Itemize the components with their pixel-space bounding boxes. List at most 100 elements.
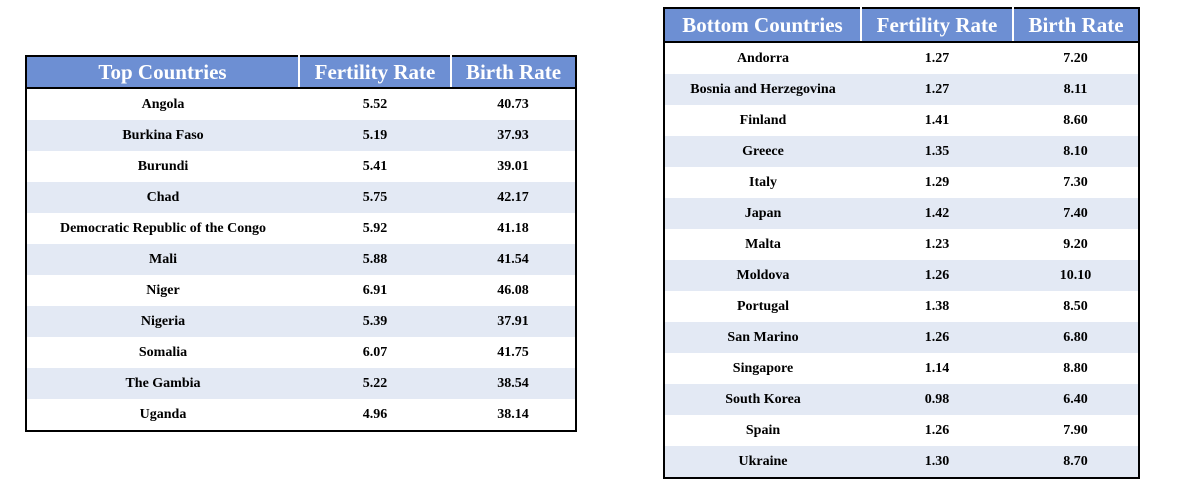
table-row: Malta 1.23 9.20 [664, 229, 1139, 260]
table-row: Japan 1.42 7.40 [664, 198, 1139, 229]
header-fertility-rate: Fertility Rate [298, 56, 451, 89]
cell-country: Democratic Republic of the Congo [26, 213, 299, 244]
bottom-table-body: Andorra 1.27 7.20 Bosnia and Herzegovina 1.2… [664, 42, 1139, 478]
cell-country: Somalia [26, 337, 299, 368]
cell-country: Finland [664, 105, 861, 136]
cell-fertility-rate: 1.38 [861, 291, 1013, 322]
cell-fertility-rate: 1.26 [861, 260, 1013, 291]
cell-birth-rate: 37.91 [451, 306, 576, 337]
cell-fertility-rate: 5.19 [299, 120, 451, 151]
cell-country: Portugal [664, 291, 861, 322]
cell-fertility-rate: 5.88 [299, 244, 451, 275]
cell-fertility-rate: 1.27 [861, 42, 1013, 74]
cell-birth-rate: 6.40 [1013, 384, 1139, 415]
cell-birth-rate: 8.60 [1013, 105, 1139, 136]
cell-fertility-rate: 5.75 [299, 182, 451, 213]
cell-birth-rate: 8.50 [1013, 291, 1139, 322]
top-table-header: Top Countries Fertility Rate Birth Rate [26, 56, 576, 89]
bottom-countries-table: Bottom Countries Fertility Rate Birth Ra… [663, 7, 1140, 479]
cell-fertility-rate: 5.39 [299, 306, 451, 337]
cell-fertility-rate: 1.41 [861, 105, 1013, 136]
cell-country: Burkina Faso [26, 120, 299, 151]
table-row: Portugal 1.38 8.50 [664, 291, 1139, 322]
cell-birth-rate: 41.54 [451, 244, 576, 275]
table-row: Chad 5.75 42.17 [26, 182, 576, 213]
table-row: Democratic Republic of the Congo 5.92 41.1… [26, 213, 576, 244]
cell-fertility-rate: 1.23 [861, 229, 1013, 260]
header-country: Top Countries [26, 56, 299, 89]
header-fertility-rate: Fertility Rate [860, 8, 1013, 43]
cell-country: Bosnia and Herzegovina [664, 74, 861, 105]
cell-fertility-rate: 1.35 [861, 136, 1013, 167]
cell-country: Burundi [26, 151, 299, 182]
table-row: Burundi 5.41 39.01 [26, 151, 576, 182]
cell-country: Mali [26, 244, 299, 275]
bottom-table-header: Bottom Countries Fertility Rate Birth Ra… [664, 8, 1139, 43]
cell-birth-rate: 8.70 [1013, 446, 1139, 478]
table-row: Nigeria 5.39 37.91 [26, 306, 576, 337]
cell-birth-rate: 7.40 [1013, 198, 1139, 229]
cell-fertility-rate: 1.30 [861, 446, 1013, 478]
cell-birth-rate: 41.18 [451, 213, 576, 244]
top-countries-table: Top Countries Fertility Rate Birth Rate … [25, 55, 577, 432]
table-row: Somalia 6.07 41.75 [26, 337, 576, 368]
cell-country: Andorra [664, 42, 861, 74]
cell-fertility-rate: 1.26 [861, 322, 1013, 353]
cell-country: Niger [26, 275, 299, 306]
header-birth-rate: Birth Rate [1012, 8, 1139, 43]
table-row: The Gambia 5.22 38.54 [26, 368, 576, 399]
cell-country: Greece [664, 136, 861, 167]
cell-birth-rate: 38.54 [451, 368, 576, 399]
cell-birth-rate: 6.80 [1013, 322, 1139, 353]
cell-birth-rate: 46.08 [451, 275, 576, 306]
cell-fertility-rate: 1.29 [861, 167, 1013, 198]
table-row: Singapore 1.14 8.80 [664, 353, 1139, 384]
table-row: Mali 5.88 41.54 [26, 244, 576, 275]
cell-country: Moldova [664, 260, 861, 291]
cell-birth-rate: 41.75 [451, 337, 576, 368]
cell-birth-rate: 40.73 [451, 88, 576, 120]
cell-country: Nigeria [26, 306, 299, 337]
cell-country: Chad [26, 182, 299, 213]
cell-birth-rate: 38.14 [451, 399, 576, 431]
cell-fertility-rate: 5.22 [299, 368, 451, 399]
header-birth-rate: Birth Rate [450, 56, 576, 89]
table-row: Moldova 1.26 10.10 [664, 260, 1139, 291]
cell-country: Spain [664, 415, 861, 446]
table-row: Burkina Faso 5.19 37.93 [26, 120, 576, 151]
top-table-body: Angola 5.52 40.73 Burkina Faso 5.19 37.93 Buru… [26, 88, 576, 431]
header-row: Bottom Countries Fertility Rate Birth Ra… [664, 8, 1139, 43]
header-row: Top Countries Fertility Rate Birth Rate [26, 56, 576, 89]
cell-fertility-rate: 6.91 [299, 275, 451, 306]
cell-fertility-rate: 1.27 [861, 74, 1013, 105]
table-row: Greece 1.35 8.10 [664, 136, 1139, 167]
cell-birth-rate: 42.17 [451, 182, 576, 213]
cell-birth-rate: 8.11 [1013, 74, 1139, 105]
cell-birth-rate: 7.90 [1013, 415, 1139, 446]
table-row: Ukraine 1.30 8.70 [664, 446, 1139, 478]
cell-fertility-rate: 6.07 [299, 337, 451, 368]
cell-country: Uganda [26, 399, 299, 431]
table-row: Finland 1.41 8.60 [664, 105, 1139, 136]
cell-fertility-rate: 0.98 [861, 384, 1013, 415]
cell-country: The Gambia [26, 368, 299, 399]
cell-fertility-rate: 1.26 [861, 415, 1013, 446]
cell-birth-rate: 7.20 [1013, 42, 1139, 74]
table-row: Andorra 1.27 7.20 [664, 42, 1139, 74]
cell-birth-rate: 9.20 [1013, 229, 1139, 260]
cell-country: Italy [664, 167, 861, 198]
table-row: Bosnia and Herzegovina 1.27 8.11 [664, 74, 1139, 105]
cell-fertility-rate: 5.41 [299, 151, 451, 182]
cell-birth-rate: 8.80 [1013, 353, 1139, 384]
table-row: Spain 1.26 7.90 [664, 415, 1139, 446]
cell-birth-rate: 7.30 [1013, 167, 1139, 198]
cell-country: South Korea [664, 384, 861, 415]
cell-country: San Marino [664, 322, 861, 353]
table-row: South Korea 0.98 6.40 [664, 384, 1139, 415]
cell-fertility-rate: 4.96 [299, 399, 451, 431]
cell-country: Ukraine [664, 446, 861, 478]
cell-country: Angola [26, 88, 299, 120]
cell-country: Singapore [664, 353, 861, 384]
cell-fertility-rate: 5.92 [299, 213, 451, 244]
table-row: Italy 1.29 7.30 [664, 167, 1139, 198]
